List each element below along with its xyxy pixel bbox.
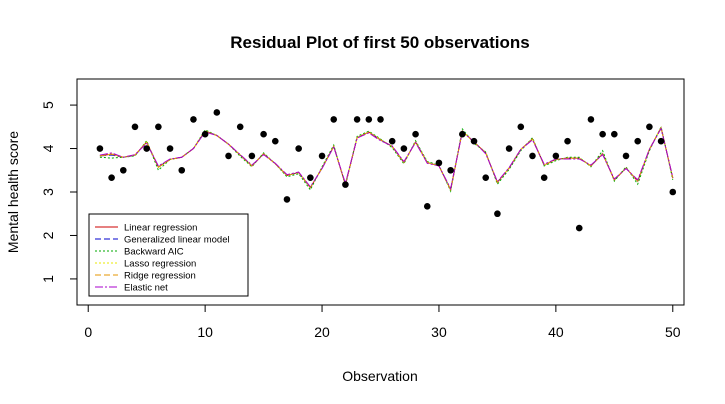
legend-label: Lasso regression xyxy=(124,259,196,270)
chart-title: Residual Plot of first 50 observations xyxy=(230,33,529,52)
observed-point xyxy=(318,152,326,160)
observed-point xyxy=(365,116,373,123)
observed-point xyxy=(611,130,618,138)
series-line-1 xyxy=(99,126,674,192)
observed-point xyxy=(236,123,244,131)
y-axis: 1 2 3 4 5 xyxy=(40,101,78,283)
y-tick-label: 4 xyxy=(40,144,56,152)
observed-point xyxy=(388,137,396,145)
x-tick-label: 40 xyxy=(548,324,564,340)
observed-point xyxy=(295,145,302,152)
observed-point xyxy=(540,174,548,181)
observed-point xyxy=(622,152,630,160)
series-line-3 xyxy=(99,125,674,193)
observed-point xyxy=(505,145,513,152)
series-line-4 xyxy=(99,126,674,192)
y-tick-label: 5 xyxy=(40,101,56,109)
observed-point xyxy=(482,174,490,181)
x-tick-label: 30 xyxy=(431,324,447,340)
legend-label: Elastic net xyxy=(124,283,168,294)
observed-point xyxy=(119,166,127,174)
observed-point xyxy=(283,196,291,203)
x-axis: 0 10 20 30 40 50 xyxy=(84,304,681,340)
observed-point xyxy=(213,109,221,116)
observed-point xyxy=(587,116,595,123)
observed-point xyxy=(377,116,384,123)
observed-point xyxy=(96,145,104,152)
observed-point xyxy=(529,152,536,160)
y-axis-label: Mental health score xyxy=(5,131,21,253)
observed-point xyxy=(423,203,431,210)
observed-point xyxy=(552,152,560,160)
observed-point xyxy=(459,130,466,138)
observed-point xyxy=(517,123,525,131)
observed-point xyxy=(108,174,115,181)
observed-point xyxy=(353,116,361,123)
observed-point xyxy=(330,116,338,123)
observed-point xyxy=(131,123,139,131)
observed-point xyxy=(260,130,267,138)
observed-point xyxy=(435,159,443,167)
observed-point xyxy=(494,210,501,218)
observed-point xyxy=(248,152,256,160)
observed-point xyxy=(412,130,419,138)
observed-point xyxy=(564,137,571,145)
x-axis-label: Observation xyxy=(342,368,417,384)
observed-point xyxy=(599,130,606,138)
series-line-2 xyxy=(99,126,674,192)
observed-point xyxy=(225,152,232,160)
y-tick-label: 1 xyxy=(40,275,56,283)
observed-point xyxy=(634,137,642,145)
observed-points xyxy=(96,109,677,232)
observed-point xyxy=(646,123,653,131)
x-tick-label: 10 xyxy=(197,324,213,340)
series-line-5 xyxy=(99,126,674,192)
series-line-6 xyxy=(99,127,674,191)
observed-point xyxy=(447,166,454,174)
y-tick-label: 3 xyxy=(40,188,56,196)
observed-point xyxy=(669,188,677,196)
x-tick-label: 20 xyxy=(314,324,330,340)
observed-point xyxy=(155,123,162,131)
observed-point xyxy=(400,145,408,152)
observed-point xyxy=(178,166,186,174)
legend-label: Linear regression xyxy=(124,223,197,234)
x-tick-label: 0 xyxy=(84,324,92,340)
observed-point xyxy=(657,137,665,145)
observed-point xyxy=(307,174,314,181)
legend-label: Backward AIC xyxy=(124,247,184,258)
observed-point xyxy=(575,224,583,232)
observed-point xyxy=(143,145,150,152)
legend-label: Ridge regression xyxy=(124,271,196,282)
observed-point xyxy=(271,137,279,145)
x-tick-label: 50 xyxy=(665,324,681,340)
observed-point xyxy=(342,181,349,188)
legend-box xyxy=(88,213,249,297)
series-lines xyxy=(99,125,674,193)
observed-point xyxy=(190,116,197,123)
observed-point xyxy=(201,130,209,138)
y-tick-label: 2 xyxy=(40,231,56,239)
observed-point xyxy=(166,145,174,152)
legend-label: Generalized linear model xyxy=(124,235,230,246)
observed-point xyxy=(470,137,478,145)
